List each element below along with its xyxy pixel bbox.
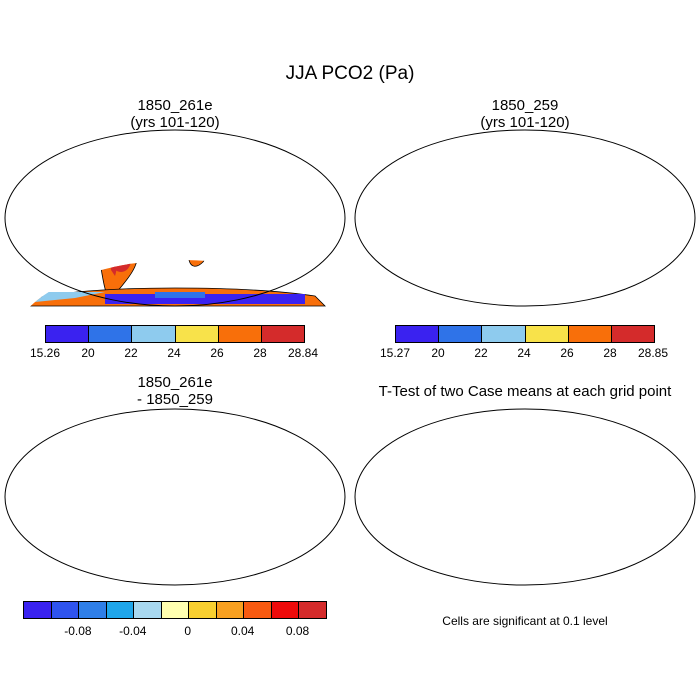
colorbar-swatch bbox=[132, 326, 176, 342]
colorbar-tick-label: 28.84 bbox=[287, 346, 319, 360]
colorbar-swatch bbox=[189, 602, 217, 618]
colorbar-tick-label: 26 bbox=[210, 346, 224, 360]
map-panel-2 bbox=[354, 129, 696, 307]
panel3-title-line2: - 1850_259 bbox=[137, 391, 213, 408]
colorbar-tick-label: -0.04 bbox=[119, 624, 147, 638]
panel3-title-line1: 1850_261e bbox=[137, 374, 213, 391]
significance-note: Cells are significant at 0.1 level bbox=[442, 614, 608, 628]
colorbar-tick-label: 22 bbox=[124, 346, 138, 360]
colorbar-panel2-labels: 15.27 20 22 24 26 28 28.85 bbox=[380, 346, 668, 360]
colorbar-tick-label: 24 bbox=[517, 346, 531, 360]
colorbar-tick-label: 28 bbox=[603, 346, 617, 360]
colorbar-tick-label: 28 bbox=[253, 346, 267, 360]
colorbar-tick-label: 0.04 bbox=[230, 624, 255, 638]
panel1-title: 1850_261e (yrs 101-120) bbox=[75, 97, 275, 131]
colorbar-swatch bbox=[261, 326, 305, 342]
panel2-title-line1: 1850_259 bbox=[491, 97, 559, 114]
colorbar-swatch bbox=[46, 326, 90, 342]
colorbar-swatch bbox=[218, 326, 262, 342]
colorbar-panel1 bbox=[45, 325, 305, 343]
colorbar-swatch bbox=[299, 602, 327, 618]
colorbar-tick-label: 0 bbox=[184, 624, 192, 638]
colorbar-swatch bbox=[134, 602, 162, 618]
colorbar-swatch bbox=[89, 326, 133, 342]
map-panel-4 bbox=[354, 408, 696, 586]
colorbar-swatch bbox=[611, 326, 655, 342]
colorbar-tick-label: 20 bbox=[81, 346, 95, 360]
colorbar-tick-label: 28.85 bbox=[637, 346, 669, 360]
colorbar-swatch bbox=[244, 602, 272, 618]
panel1-title-line1: 1850_261e bbox=[137, 97, 213, 114]
colorbar-swatch bbox=[216, 602, 245, 618]
colorbar-swatch bbox=[79, 602, 107, 618]
panel4-title: T-Test of two Case means at each grid po… bbox=[378, 383, 672, 400]
colorbar-swatch bbox=[482, 326, 526, 342]
panel1-title-line2: (yrs 101-120) bbox=[130, 114, 220, 131]
colorbar-swatch bbox=[106, 602, 135, 618]
colorbar-swatch bbox=[568, 326, 612, 342]
map-panel-3 bbox=[4, 408, 346, 586]
colorbar-swatch bbox=[439, 326, 483, 342]
map-panel-1 bbox=[4, 129, 346, 307]
panel3-title: 1850_261e - 1850_259 bbox=[75, 374, 275, 408]
colorbar-tick-label: 26 bbox=[560, 346, 574, 360]
colorbar-panel1-labels: 15.26 20 22 24 26 28 28.84 bbox=[30, 346, 318, 360]
colorbar-panel2 bbox=[395, 325, 655, 343]
colorbar-tick-label: 15.26 bbox=[29, 346, 61, 360]
colorbar-tick-label: 20 bbox=[431, 346, 445, 360]
colorbar-swatch bbox=[51, 602, 80, 618]
colorbar-tick-label: 22 bbox=[474, 346, 488, 360]
colorbar-swatch bbox=[525, 326, 569, 342]
colorbar-tick-label: 0.08 bbox=[285, 624, 310, 638]
colorbar-swatch bbox=[24, 602, 52, 618]
figure-title: JJA PCO2 (Pa) bbox=[285, 63, 415, 84]
colorbar-swatch bbox=[271, 602, 300, 618]
colorbar-panel3 bbox=[23, 601, 327, 619]
colorbar-tick-label: 15.27 bbox=[379, 346, 411, 360]
colorbar-swatch bbox=[161, 602, 190, 618]
colorbar-swatch bbox=[396, 326, 440, 342]
panel2-title-line2: (yrs 101-120) bbox=[480, 114, 570, 131]
colorbar-tick-label: -0.08 bbox=[64, 624, 92, 638]
colorbar-tick-label: 24 bbox=[167, 346, 181, 360]
colorbar-swatch bbox=[175, 326, 219, 342]
colorbar-panel3-labels: -0.08 -0.04 0 0.04 0.08 bbox=[23, 624, 327, 638]
panel2-title: 1850_259 (yrs 101-120) bbox=[425, 97, 625, 131]
